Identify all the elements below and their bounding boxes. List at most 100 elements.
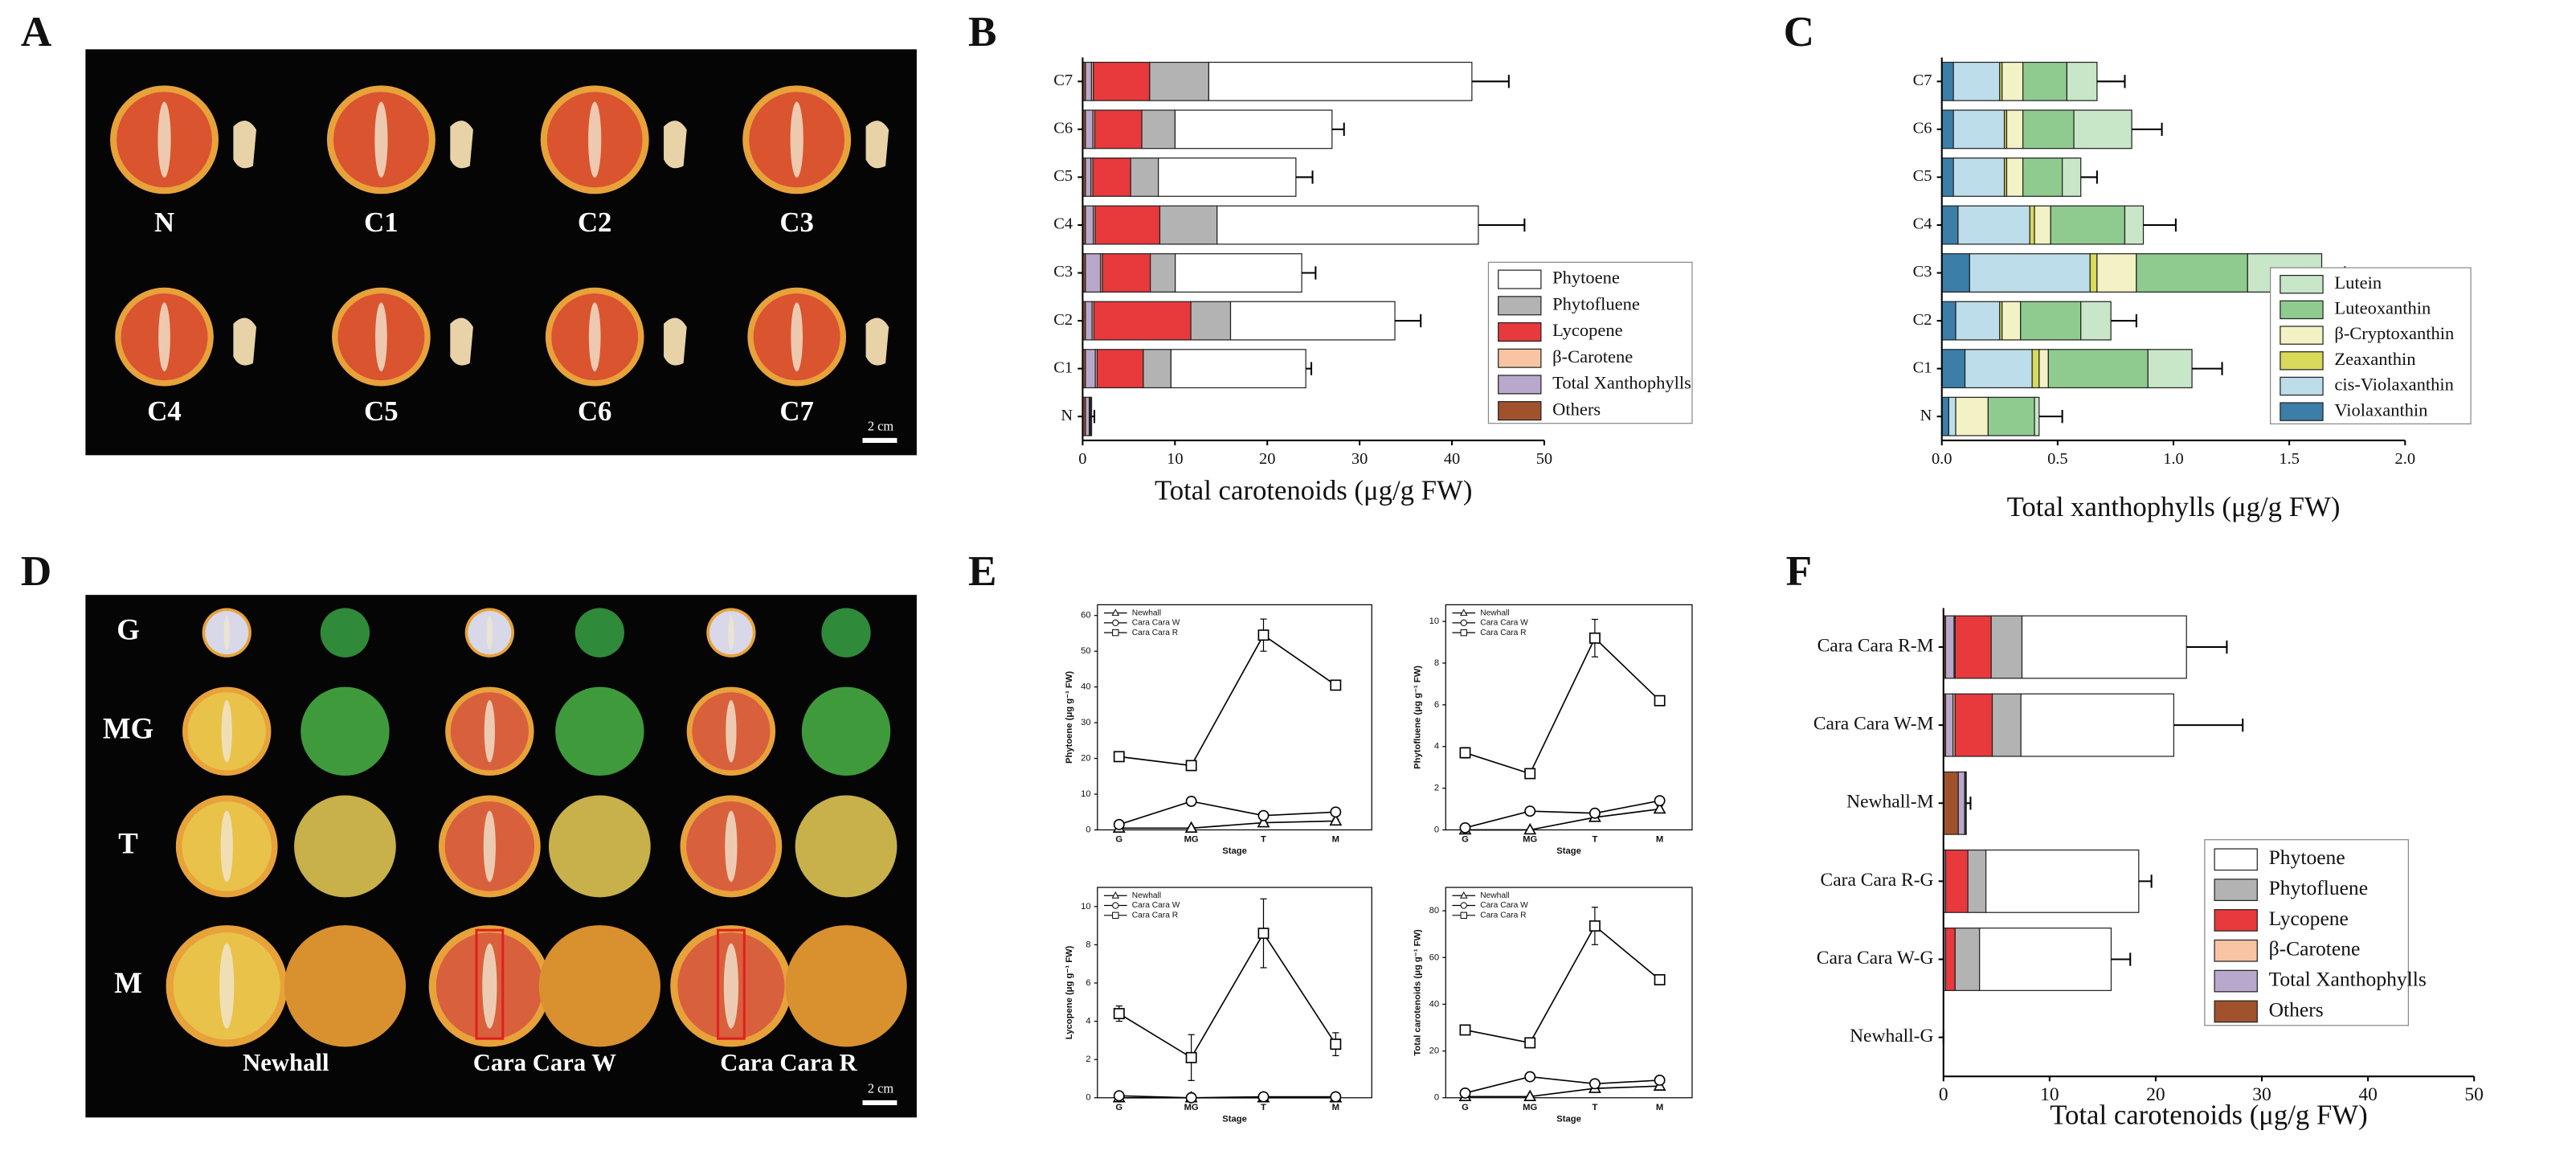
x-tick-label: 40 xyxy=(1444,450,1460,468)
y-tick-label: 10 xyxy=(1429,616,1440,626)
y-tick-label: N xyxy=(1061,407,1073,424)
legend-swatch xyxy=(1498,296,1542,316)
marker xyxy=(1113,751,1125,763)
marker xyxy=(1257,815,1270,828)
y-tick-label: C7 xyxy=(1053,72,1073,89)
legend-label: β-Cryptoxanthin xyxy=(2334,323,2454,343)
highlight-box xyxy=(475,928,505,1040)
legend-label: Lycopene xyxy=(1552,320,1622,340)
bar-segment xyxy=(1941,301,1957,341)
scale-bar-label: 2 cm xyxy=(868,1080,894,1096)
marker xyxy=(1654,694,1666,707)
bar-segment xyxy=(1085,301,1093,341)
marker xyxy=(1524,1071,1536,1083)
series-line xyxy=(1118,1095,1336,1099)
plot-frame xyxy=(1445,604,1693,831)
x-tick-label: G xyxy=(1115,1103,1122,1112)
x-tick-label: 20 xyxy=(1259,450,1275,468)
bar-segment xyxy=(1944,615,1955,679)
bar-segment xyxy=(1944,849,1969,913)
fruit-half-core xyxy=(374,101,388,178)
bar-segment xyxy=(1969,253,2091,293)
legend-label: Cara Cara R xyxy=(1480,629,1526,637)
legend-swatch xyxy=(2280,300,2324,320)
fruit-whole xyxy=(574,608,625,657)
fruit-whole xyxy=(555,686,644,776)
series-line xyxy=(1118,932,1337,1059)
y-tick-label: 4 xyxy=(1434,742,1439,752)
x-tick-label: M xyxy=(1656,835,1663,845)
legend-label: Lutein xyxy=(2334,272,2382,293)
legend-label: Newhall xyxy=(1480,608,1509,617)
marker xyxy=(1589,1078,1601,1090)
x-axis-label: Stage xyxy=(1556,846,1581,856)
sample-label: C3 xyxy=(779,207,813,238)
bar-segment xyxy=(1941,396,1949,436)
legend-marker xyxy=(1112,911,1119,919)
marker xyxy=(1257,1091,1270,1103)
fruit-whole xyxy=(301,686,390,776)
marker xyxy=(1653,801,1666,814)
legend-label: Newhall xyxy=(1132,608,1161,617)
legend-marker xyxy=(1460,911,1467,919)
panel-letter: F xyxy=(1786,548,1812,595)
series-line xyxy=(1465,1075,1660,1094)
error-bar xyxy=(2143,218,2177,232)
bar-segment xyxy=(1085,61,1093,101)
error-bar xyxy=(2186,640,2228,654)
panel-letter: C xyxy=(1784,9,1814,55)
bar-segment xyxy=(1149,61,1210,101)
column-label: Cara Cara W xyxy=(473,1049,617,1076)
x-tick-label: T xyxy=(1592,835,1597,845)
bar-segment xyxy=(2020,301,2082,341)
error-bar xyxy=(2173,718,2244,732)
legend-swatch xyxy=(1498,322,1542,342)
legend-label: Zeaxanthin xyxy=(2334,349,2415,369)
column-label: Cara Cara R xyxy=(720,1049,857,1076)
y-tick-label: C3 xyxy=(1913,263,1932,281)
y-tick-label: 6 xyxy=(1434,700,1439,710)
y-tick-label: 8 xyxy=(1434,658,1439,668)
fruit-half-core xyxy=(588,101,602,178)
y-tick-label: 0 xyxy=(1434,1093,1439,1103)
bar-segment xyxy=(1948,396,1957,436)
x-tick-label: MG xyxy=(1184,1103,1199,1112)
bar-segment xyxy=(2021,615,2187,679)
y-tick-label: C6 xyxy=(1053,120,1073,137)
x-tick-label: 0 xyxy=(1078,450,1086,468)
legend-swatch xyxy=(1498,375,1542,395)
x-tick-label: 50 xyxy=(1536,450,1552,468)
sample-label: C4 xyxy=(147,395,181,427)
marker xyxy=(1184,821,1198,833)
x-tick-label: M xyxy=(1332,1103,1339,1112)
fruit-half-core xyxy=(223,615,230,650)
bar-segment xyxy=(1954,615,1992,679)
y-tick-label: Cara Cara W-M xyxy=(1813,714,1934,735)
marker xyxy=(1330,1038,1342,1051)
x-tick-label: 0 xyxy=(1939,1084,1948,1105)
peel xyxy=(233,317,257,366)
legend-swatch xyxy=(2214,939,2258,962)
bar-segment xyxy=(2006,157,2024,197)
error-bar xyxy=(1966,797,1972,810)
y-tick-label: C7 xyxy=(1913,72,1932,89)
bar-segment xyxy=(1094,205,1161,245)
marker xyxy=(1113,1090,1125,1102)
error-bar xyxy=(1091,409,1096,424)
y-tick-label: Newhall-G xyxy=(1850,1026,1933,1047)
legend-marker xyxy=(1460,902,1467,909)
y-tick-label: C6 xyxy=(1913,120,1932,137)
series-line xyxy=(1118,820,1336,829)
y-tick-label: 30 xyxy=(1081,718,1091,727)
y-tick-label: 8 xyxy=(1086,940,1090,949)
y-tick-label: 10 xyxy=(1081,902,1091,911)
x-tick-label: 0.5 xyxy=(2047,450,2068,468)
y-tick-label: C1 xyxy=(1053,358,1073,376)
row-label: MG xyxy=(103,711,153,744)
marker xyxy=(1459,1087,1471,1099)
marker xyxy=(1459,747,1471,759)
y-tick-label: 40 xyxy=(1429,999,1440,1009)
series-line xyxy=(1118,633,1336,767)
